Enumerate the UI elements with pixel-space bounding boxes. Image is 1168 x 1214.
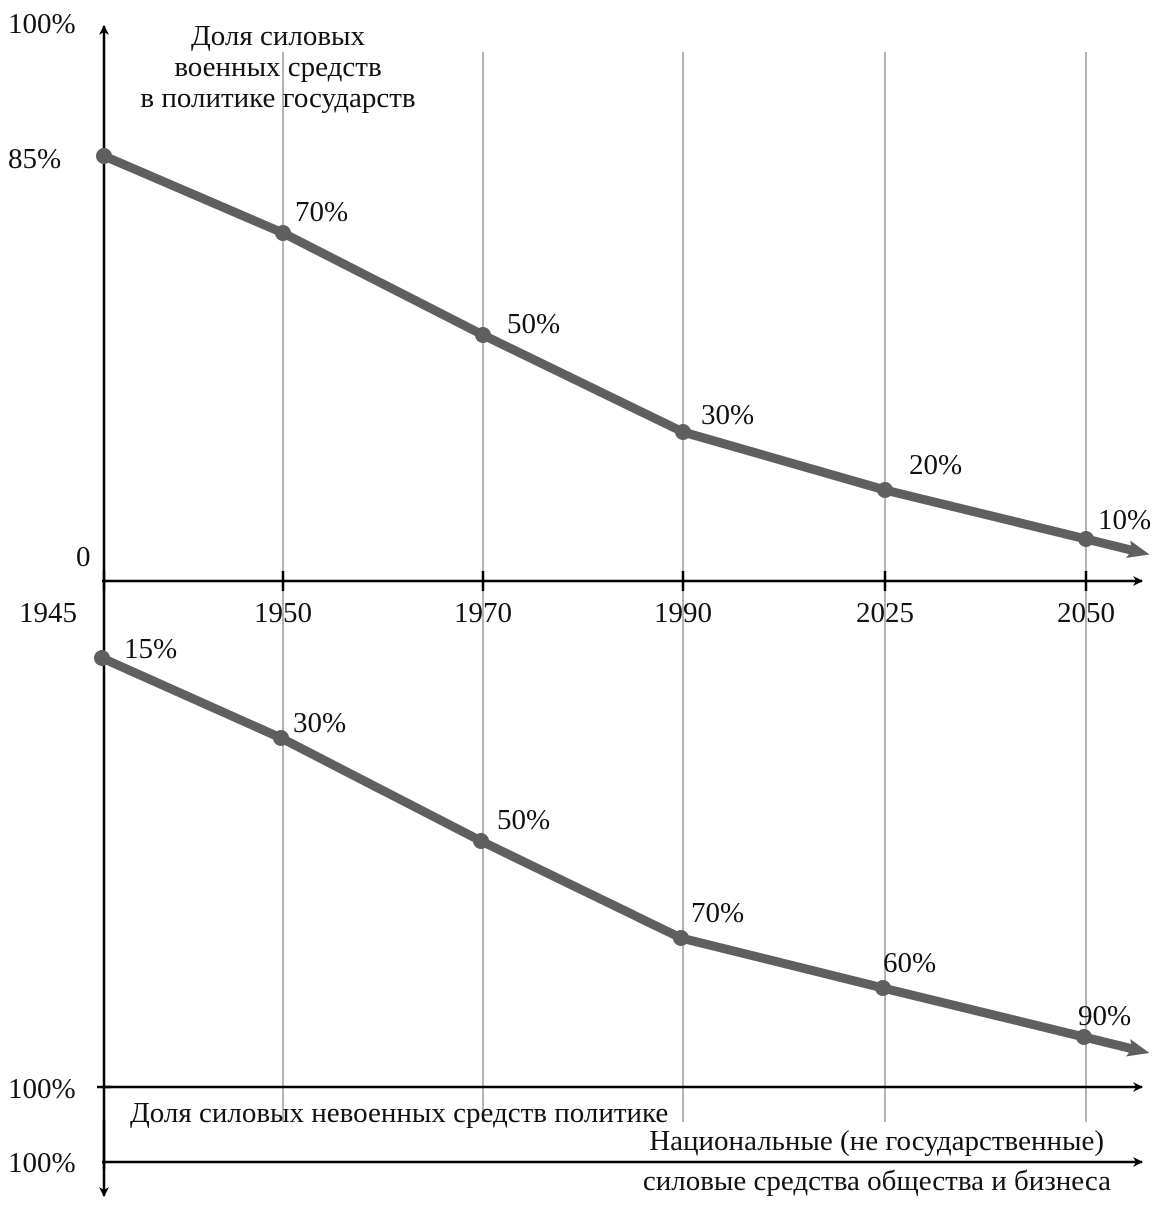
data-point bbox=[94, 650, 110, 666]
data-point bbox=[877, 482, 893, 498]
series-line bbox=[100, 653, 1134, 1054]
x-tick-label: 1970 bbox=[454, 597, 512, 629]
x-tick-label: 1950 bbox=[254, 597, 312, 629]
series-line bbox=[102, 151, 1134, 555]
series-arrowhead bbox=[1125, 1039, 1150, 1057]
x-tick-label: 1945 bbox=[19, 597, 77, 629]
data-point bbox=[673, 930, 689, 946]
y-zero-label: 0 bbox=[76, 541, 91, 573]
data-point bbox=[473, 833, 489, 849]
third-axis-label-line-1: Национальные (не государственные) bbox=[649, 1125, 1104, 1157]
title-line-2: военных средств bbox=[174, 51, 381, 83]
data-point bbox=[275, 225, 291, 241]
third-axis-label-line-2: силовые средства общества и бизнеса bbox=[643, 1165, 1111, 1197]
data-point bbox=[96, 148, 112, 164]
x-tick-labels: 1945 1950 1970 1990 2025 2050 bbox=[19, 597, 1115, 629]
y-bottom-label: 100% bbox=[8, 1073, 76, 1105]
axes bbox=[97, 25, 1143, 1197]
x-tick-label: 2050 bbox=[1057, 597, 1115, 629]
data-label: 10% bbox=[1098, 504, 1151, 536]
series-arrowhead bbox=[1125, 540, 1150, 559]
title-line-3: в политике государств bbox=[140, 82, 415, 114]
data-label: 70% bbox=[691, 897, 744, 929]
data-label: 85% bbox=[8, 143, 61, 175]
y-extra-label: 100% bbox=[8, 1147, 76, 1179]
series-military: 85% 70% 50% 30% 20% 10% bbox=[8, 143, 1151, 559]
data-label: 20% bbox=[909, 449, 962, 481]
x-tick-label: 2025 bbox=[856, 597, 914, 629]
data-label: 70% bbox=[295, 196, 348, 228]
data-point bbox=[675, 424, 691, 440]
title-line-1: Доля силовых bbox=[191, 20, 366, 52]
data-label: 30% bbox=[701, 399, 754, 431]
data-point bbox=[875, 980, 891, 996]
data-label: 90% bbox=[1078, 1000, 1131, 1032]
data-point bbox=[1076, 1029, 1092, 1045]
data-label: 30% bbox=[293, 707, 346, 739]
data-point bbox=[1078, 531, 1094, 547]
lower-axis-label: Доля силовых невоенных средств политике bbox=[130, 1097, 668, 1129]
data-point bbox=[475, 327, 491, 343]
data-point bbox=[273, 730, 289, 746]
chart-title: Доля силовых военных средств в политике … bbox=[140, 20, 415, 114]
series-non-military: 15% 30% 50% 70% 60% 90% bbox=[94, 633, 1150, 1057]
data-label: 15% bbox=[124, 633, 177, 665]
series-group: 85% 70% 50% 30% 20% 10% 15% 30% 50% 70% 60% 90% bbox=[8, 143, 1151, 1057]
x-tick-label: 1990 bbox=[654, 597, 712, 629]
data-label: 50% bbox=[497, 804, 550, 836]
y-top-label: 100% bbox=[8, 8, 76, 40]
data-label: 60% bbox=[883, 947, 936, 979]
vertical-grid-lines bbox=[282, 52, 1087, 1122]
data-label: 50% bbox=[507, 308, 560, 340]
